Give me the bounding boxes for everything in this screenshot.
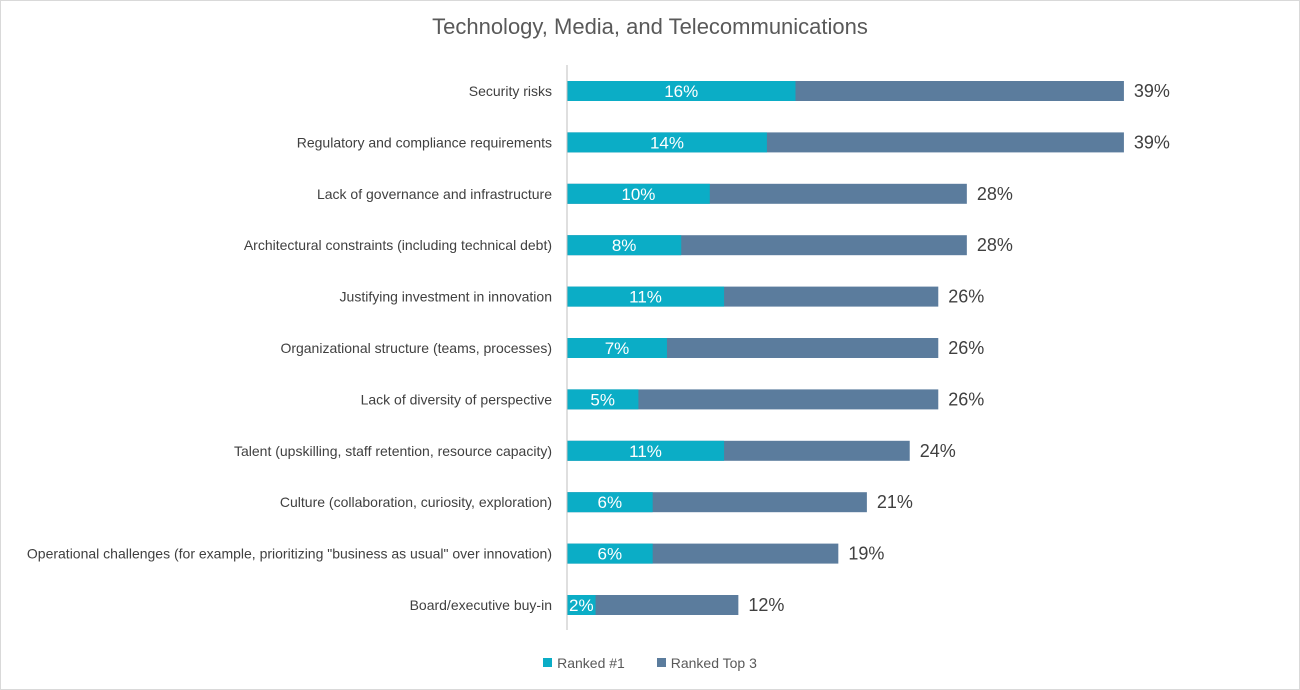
bar-ranked-1 <box>567 338 667 358</box>
data-label-ranked-top-3: 26% <box>948 338 984 358</box>
bar-ranked-1 <box>567 286 725 307</box>
category-label: Board/executive buy-in <box>410 597 552 613</box>
bar-ranked-1 <box>567 183 710 204</box>
data-label-ranked-1: 16% <box>664 82 698 101</box>
legend-item-ranked-top-3: Ranked Top 3 <box>656 654 757 671</box>
bar-ranked-1 <box>567 492 653 513</box>
data-label-ranked-top-3: 39% <box>1134 132 1170 152</box>
bar-ranked-1 <box>567 389 639 410</box>
category-label: Organizational structure (teams, process… <box>280 340 552 356</box>
bar-ranked-1 <box>567 595 596 615</box>
data-label-ranked-1: 7% <box>605 339 630 358</box>
chart-title: Technology, Media, and Telecommunication… <box>432 14 868 39</box>
data-label-ranked-top-3: 12% <box>748 595 784 615</box>
category-label: Culture (collaboration, curiosity, explo… <box>280 494 552 510</box>
data-label-ranked-1: 8% <box>612 236 637 255</box>
category-label: Lack of diversity of perspective <box>361 391 553 407</box>
legend-label-ranked-top-3: Ranked Top 3 <box>670 654 757 671</box>
category-label: Talent (upskilling, staff retention, res… <box>234 443 552 459</box>
data-label-ranked-top-3: 39% <box>1134 81 1170 101</box>
bar-ranked-1 <box>567 543 653 564</box>
data-label-ranked-top-3: 26% <box>948 389 984 409</box>
data-label-ranked-top-3: 21% <box>877 492 913 512</box>
category-label: Lack of governance and infrastructure <box>317 186 552 202</box>
data-label-ranked-1: 10% <box>621 185 655 204</box>
data-label-ranked-top-3: 24% <box>920 441 956 461</box>
bar-ranked-1 <box>567 132 767 153</box>
data-label-ranked-1: 6% <box>598 493 623 512</box>
data-label-ranked-1: 14% <box>650 133 684 152</box>
bar-ranked-1 <box>567 235 682 256</box>
data-label-ranked-1: 5% <box>590 390 615 409</box>
category-label: Regulatory and compliance requirements <box>297 134 552 150</box>
legend-label-ranked-1: Ranked #1 <box>557 654 625 671</box>
legend-swatch-ranked-top-3 <box>656 658 666 667</box>
data-label-ranked-top-3: 19% <box>848 544 884 564</box>
bar-ranked-top-3 <box>567 389 939 410</box>
category-label: Justifying investment in innovation <box>340 289 552 305</box>
bar-ranked-1 <box>567 81 796 101</box>
data-label-ranked-1: 2% <box>569 596 594 615</box>
legend: Ranked #1 Ranked Top 3 <box>0 654 1300 671</box>
data-label-ranked-1: 11% <box>629 442 662 461</box>
data-label-ranked-top-3: 28% <box>977 235 1013 255</box>
category-label: Operational challenges (for example, pri… <box>27 546 552 562</box>
category-label: Security risks <box>469 83 552 99</box>
bar-ranked-top-3 <box>567 595 739 615</box>
legend-item-ranked-1: Ranked #1 <box>543 655 625 671</box>
legend-swatch-ranked-1 <box>543 658 553 667</box>
bar-ranked-1 <box>567 440 725 461</box>
data-label-ranked-1: 11% <box>629 288 662 307</box>
data-label-ranked-top-3: 26% <box>948 287 984 307</box>
data-label-ranked-1: 6% <box>598 545 623 564</box>
category-label: Architectural constraints (including tec… <box>244 237 552 253</box>
data-label-ranked-top-3: 28% <box>977 184 1013 204</box>
